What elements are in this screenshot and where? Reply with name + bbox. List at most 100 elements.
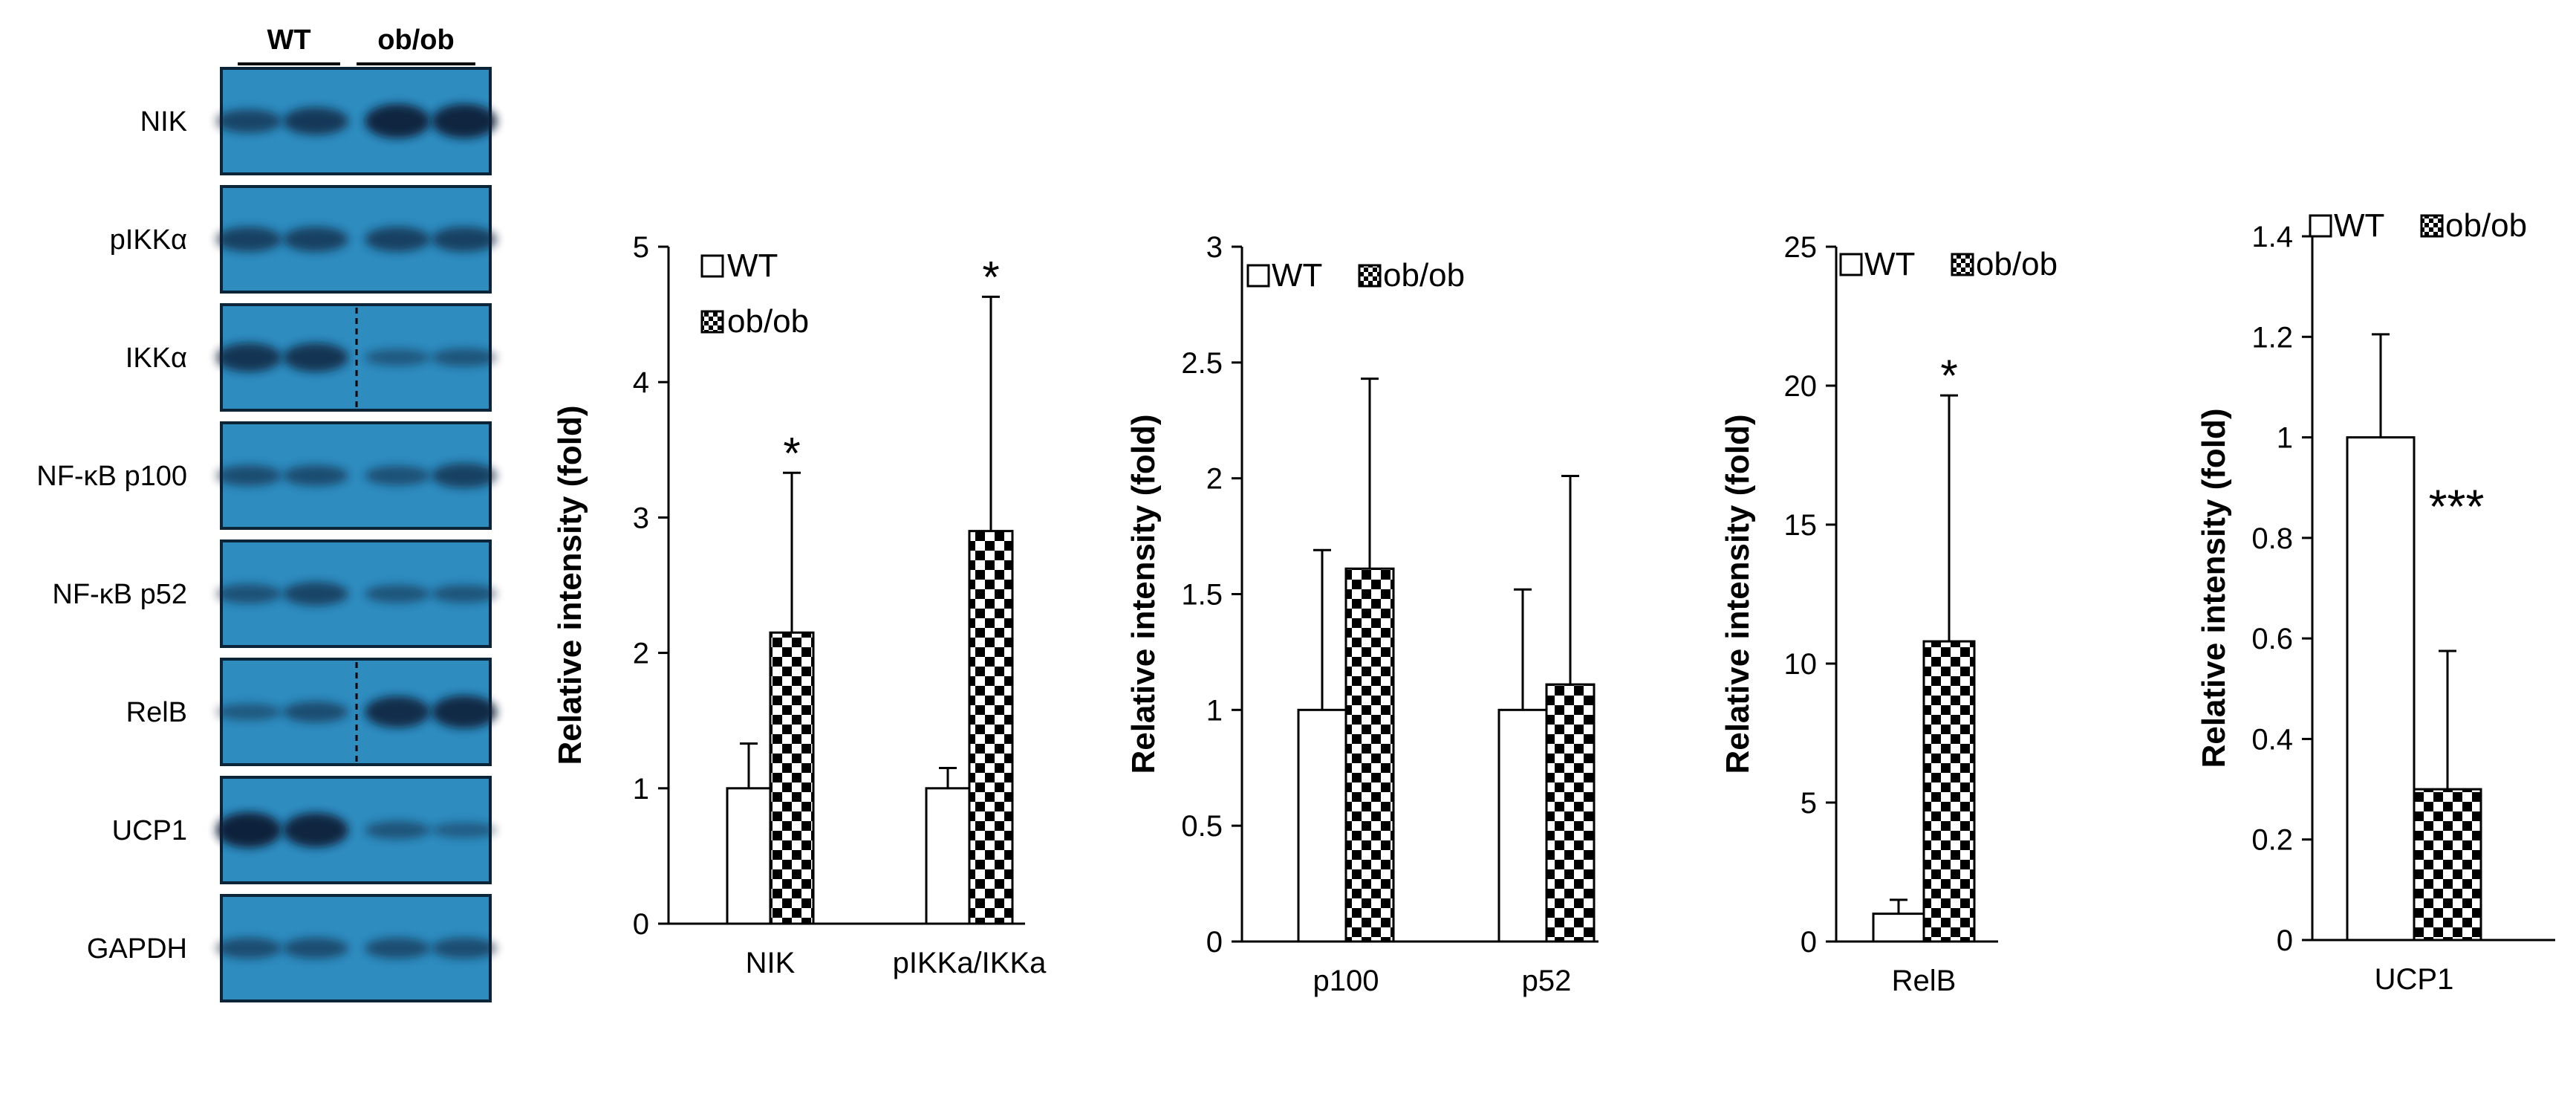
y-tick-label: 10 xyxy=(1784,648,1818,681)
blot-band xyxy=(283,582,348,606)
legend-swatch-obob xyxy=(1951,253,1974,276)
blot-band xyxy=(432,937,497,959)
y-tick-label: 20 xyxy=(1784,370,1818,403)
legend-label-obob: ob/ob xyxy=(2445,207,2527,244)
blot-band xyxy=(365,349,430,366)
blot-band xyxy=(283,107,348,135)
blot-band xyxy=(216,343,282,372)
legend-label-wt: WT xyxy=(2334,207,2384,244)
y-tick-label: 2 xyxy=(1206,463,1223,496)
legend-label-obob: ob/ob xyxy=(1976,246,2058,282)
y-tick-label: 1.4 xyxy=(2251,221,2293,253)
blot-row-label: NF-κB p100 xyxy=(36,461,187,492)
legend-swatch-obob xyxy=(2420,214,2444,238)
y-tick-label: 15 xyxy=(1784,509,1818,542)
blot-row-label: NF-κB p52 xyxy=(52,579,187,610)
blot-band xyxy=(432,463,497,488)
blot-band xyxy=(365,227,430,252)
legend: WT ob/ob xyxy=(1246,257,1465,294)
blot-band xyxy=(283,343,348,372)
y-axis-label: Relative intensity (fold) xyxy=(2196,408,2232,768)
y-tick-label: 0.5 xyxy=(1181,810,1223,843)
chart-1: 0 1 2 3 4 5 Relative intensity (fold) NIK * pIKKa… xyxy=(552,231,1047,979)
y-tick-label: 5 xyxy=(1801,787,1817,820)
bar-obob xyxy=(1344,567,1395,943)
group-label-obob: ob/ob xyxy=(377,25,454,56)
x-tick-label: p100 xyxy=(1313,965,1379,997)
y-tick-label: 0.2 xyxy=(2251,824,2293,857)
blot-band xyxy=(216,703,282,721)
x-tick-label: p52 xyxy=(1522,965,1572,997)
significance-marker: * xyxy=(1940,351,1957,401)
blot-band xyxy=(283,812,348,848)
blot-row-label: NIK xyxy=(140,106,187,137)
y-tick-label: 0.8 xyxy=(2251,522,2293,555)
blot-band xyxy=(432,695,497,729)
chart-3: 0 5 10 15 20 25 Relative intensity (fold) RelB *… xyxy=(1720,231,2058,997)
blot-row: IKKα xyxy=(126,303,497,412)
group-label-wt: WT xyxy=(267,25,310,56)
legend-label-wt: WT xyxy=(1864,246,1915,282)
y-tick-label: 1 xyxy=(1206,694,1223,727)
blot-band xyxy=(216,109,282,133)
significance-marker: * xyxy=(783,428,800,478)
x-tick-label: NIK xyxy=(746,947,796,979)
bar-wt xyxy=(726,787,772,925)
bar-wt xyxy=(1297,708,1347,943)
legend-swatch-wt xyxy=(1839,253,1863,276)
blot-band xyxy=(432,584,497,603)
blot-band xyxy=(432,227,497,252)
y-tick-label: 5 xyxy=(633,231,649,264)
chart-4: 0 0.2 0.4 0.6 0.8 1 1.2 1.4 Relative intensity (… xyxy=(2196,207,2555,996)
blot-band xyxy=(365,696,430,728)
y-tick-label: 0 xyxy=(1801,926,1817,959)
blot-row: NIK xyxy=(140,67,497,175)
y-tick-label: 0.4 xyxy=(2251,723,2293,756)
y-tick-label: 3 xyxy=(1206,231,1223,264)
legend: WT ob/ob xyxy=(1839,246,2058,282)
blot-row: GAPDH xyxy=(87,894,497,1002)
y-tick-label: 1.2 xyxy=(2251,321,2293,354)
y-tick-label: 2 xyxy=(633,638,649,670)
y-tick-label: 4 xyxy=(633,366,649,399)
chart-2: 0 0.5 1 1.5 2 2.5 3 Relative intensity (fold) p1… xyxy=(1125,231,1598,997)
blot-row-label: UCP1 xyxy=(112,815,187,846)
y-axis-label: Relative intensity (fold) xyxy=(1720,414,1756,774)
y-tick-label: 3 xyxy=(633,502,649,534)
blot-band xyxy=(283,937,348,959)
legend-label-wt: WT xyxy=(1272,257,1322,294)
blot-band xyxy=(216,937,282,959)
y-tick-label: 0 xyxy=(1206,926,1223,959)
blot-band xyxy=(365,820,430,840)
x-tick-label: RelB xyxy=(1892,965,1957,997)
bar-charts: 0 1 2 3 4 5 Relative intensity (fold) NIK * pIKKa… xyxy=(552,207,2555,997)
y-tick-label: 25 xyxy=(1784,231,1818,264)
blot-band xyxy=(283,701,348,723)
y-axis-label: Relative intensity (fold) xyxy=(552,405,588,765)
blot-band xyxy=(365,584,430,603)
legend-label-obob: ob/ob xyxy=(727,303,809,340)
bar-obob xyxy=(1922,640,1976,943)
y-tick-label: 1.5 xyxy=(1181,579,1223,612)
legend-swatch-wt xyxy=(700,254,724,278)
x-tick-label: UCP1 xyxy=(2375,963,2454,996)
blot-row: pIKKα xyxy=(110,185,497,294)
y-tick-label: 0 xyxy=(2277,924,2293,957)
y-tick-label: 1 xyxy=(633,773,649,806)
blot-row: UCP1 xyxy=(112,776,497,884)
blot-row-label: GAPDH xyxy=(87,933,187,965)
y-tick-label: 0 xyxy=(633,908,649,941)
legend-label-wt: WT xyxy=(727,247,778,284)
bar-wt xyxy=(1872,913,1925,943)
legend-label-obob: ob/ob xyxy=(1383,257,1465,294)
blot-band xyxy=(283,227,348,252)
y-axis-label: Relative intensity (fold) xyxy=(1125,414,1162,774)
blot-row: NF-κB p100 xyxy=(36,421,497,530)
bar-wt xyxy=(925,787,971,925)
bar-wt xyxy=(1497,708,1548,943)
legend-swatch-wt xyxy=(1246,264,1270,288)
blot-band xyxy=(216,583,282,604)
blot-band xyxy=(365,937,430,959)
blot-band xyxy=(216,227,282,252)
blot-band xyxy=(365,103,430,139)
